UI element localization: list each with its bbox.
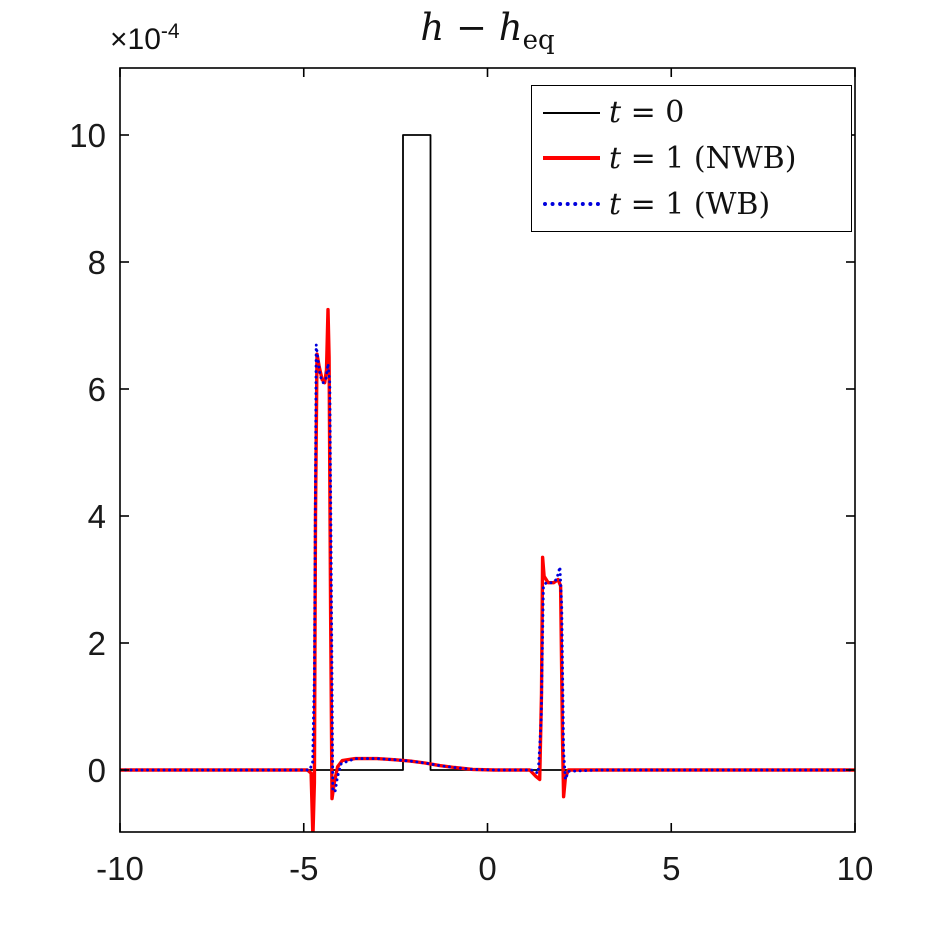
y-tick-label: 8 <box>88 244 106 281</box>
multiplier-exponent: -4 <box>160 20 180 43</box>
x-tick-label: -5 <box>289 850 318 887</box>
legend-item: t = 1 (NWB) <box>532 136 851 180</box>
x-tick-label: 5 <box>662 850 680 887</box>
legend-item: t = 1 (WB) <box>532 182 851 226</box>
legend-label-var: t <box>609 140 622 176</box>
x-tick-label: 0 <box>478 850 496 887</box>
multiplier-base: ×10 <box>110 23 161 56</box>
legend-line-sample <box>543 156 600 161</box>
legend-label: t = 1 (WB) <box>609 187 770 222</box>
title-subscript: eq <box>522 25 555 56</box>
series-line <box>120 307 855 832</box>
title-h1: h <box>420 6 445 49</box>
legend-item: t = 0 <box>532 91 851 135</box>
series-line <box>120 343 855 794</box>
y-tick-label: 2 <box>88 625 106 662</box>
y-tick-label: 10 <box>69 117 106 154</box>
legend-line-sample <box>543 111 600 114</box>
legend-label-rest: = 1 (NWB) <box>621 140 797 176</box>
x-tick-label: -10 <box>96 850 144 887</box>
title-minus: − <box>444 6 499 49</box>
y-tick-label: 4 <box>88 498 106 535</box>
legend-line-sample <box>543 202 600 207</box>
plot-title: h − heq <box>120 6 855 55</box>
tick-labels: -10 -5 0 5 10 0 2 4 6 8 10 <box>69 117 873 887</box>
plot-border <box>119 67 856 833</box>
x-tick-label: 10 <box>837 850 874 887</box>
legend-label-rest: = 0 <box>621 95 685 131</box>
legend-label: t = 1 (NWB) <box>609 141 796 176</box>
legend-label-rest: = 1 (WB) <box>621 186 771 222</box>
legend-label: t = 0 <box>609 95 684 130</box>
legend-label-var: t <box>609 186 622 222</box>
y-axis-multiplier: ×10-4 <box>110 20 180 57</box>
series-lines <box>120 134 855 832</box>
y-tick-label: 0 <box>88 752 106 789</box>
legend-label-var: t <box>609 95 622 131</box>
title-h2: h <box>498 6 523 49</box>
y-tick-label: 6 <box>88 371 106 408</box>
